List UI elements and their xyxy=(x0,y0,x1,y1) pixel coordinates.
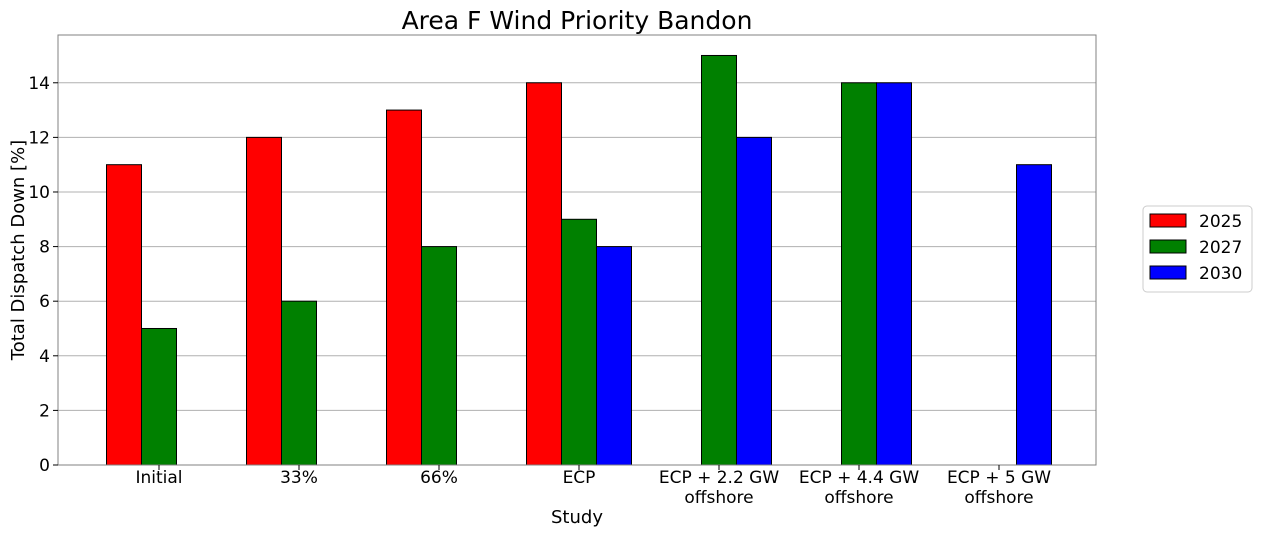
y-tick-label: 6 xyxy=(39,292,50,312)
x-tick-label: 33% xyxy=(280,468,318,488)
x-tick-label: 66% xyxy=(420,468,458,488)
bar-2025-3 xyxy=(526,82,562,466)
x-tick-label: offshore xyxy=(824,488,893,508)
legend: 2025 2027 2030 xyxy=(1142,205,1253,293)
y-tick-label: 8 xyxy=(39,238,50,258)
y-tick-label: 12 xyxy=(28,128,50,148)
x-tick-label: ECP + 5 GW xyxy=(947,468,1051,488)
bar-2027-3 xyxy=(561,218,597,466)
bar-2025-2 xyxy=(386,109,422,466)
x-tick-label: ECP xyxy=(563,468,596,488)
x-axis-label: Study xyxy=(551,507,603,528)
legend-label-2025: 2025 xyxy=(1199,212,1242,232)
chart-title: Area F Wind Priority Bandon xyxy=(402,6,753,35)
bar-2025-1 xyxy=(246,136,282,466)
y-tick-label: 10 xyxy=(28,183,50,203)
y-tick-label: 0 xyxy=(39,456,50,476)
x-tick-label: ECP + 4.4 GW xyxy=(799,468,920,488)
legend-label-2030: 2030 xyxy=(1199,264,1242,284)
legend-label-2027: 2027 xyxy=(1199,238,1242,258)
legend-swatch-2027 xyxy=(1149,239,1187,254)
x-tick-label: Initial xyxy=(135,468,182,488)
bar-2030-6 xyxy=(1016,164,1052,466)
bar-2030-3 xyxy=(596,246,632,466)
x-axis-ticks: Initial 33% 66% ECP ECP + 2.2 GWoffshoreECP … xyxy=(135,465,1051,508)
bars xyxy=(106,54,1052,466)
bar-2025-0 xyxy=(106,164,142,466)
bar-2027-4 xyxy=(701,54,737,466)
x-tick-label: ECP + 2.2 GW xyxy=(659,468,780,488)
y-axis-label: Total Dispatch Down [%] xyxy=(8,140,29,361)
legend-swatch-2025 xyxy=(1149,213,1187,228)
bar-2027-2 xyxy=(421,246,457,466)
bar-2030-4 xyxy=(736,136,772,466)
y-tick-label: 14 xyxy=(28,74,50,94)
x-tick-label: offshore xyxy=(684,488,753,508)
legend-swatch-2030 xyxy=(1149,265,1187,280)
bar-2027-0 xyxy=(141,327,177,466)
x-tick-label: offshore xyxy=(964,488,1033,508)
bar-2030-5 xyxy=(876,82,912,466)
bar-2027-1 xyxy=(281,300,317,466)
y-tick-label: 2 xyxy=(39,401,50,421)
plot-frame xyxy=(57,34,1097,466)
y-axis-ticks: 0 2 4 6 8 10 12 14 xyxy=(28,74,58,476)
bar-2027-5 xyxy=(841,82,877,466)
y-tick-label: 4 xyxy=(39,347,50,367)
